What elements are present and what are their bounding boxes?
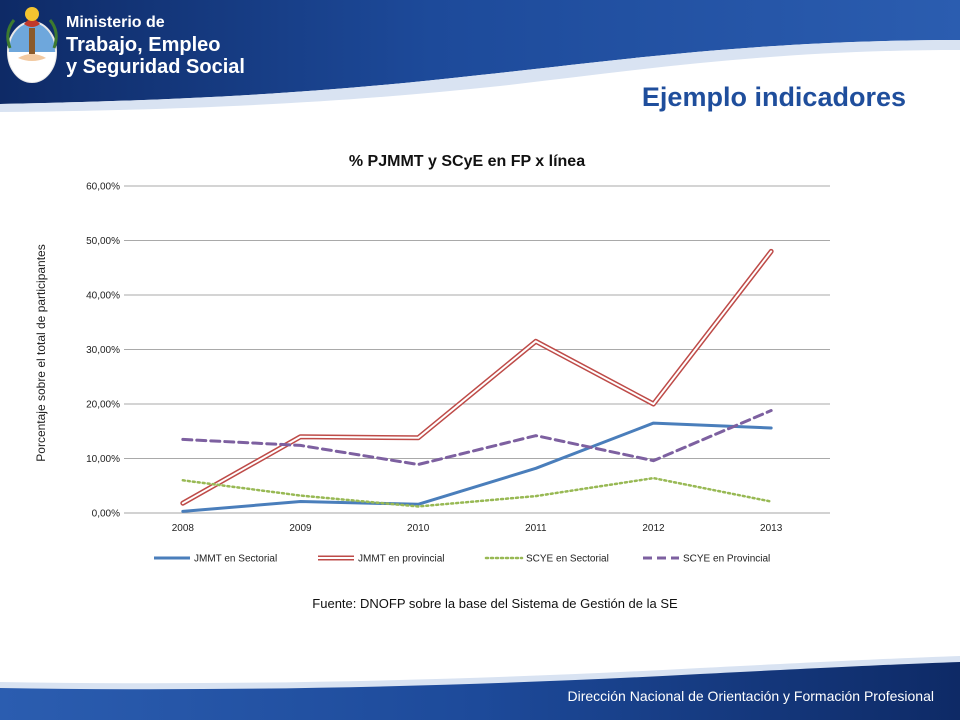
series-lines <box>180 248 774 513</box>
legend-item: SCYE en Sectorial <box>484 554 609 565</box>
legend-label: SCYE en Sectorial <box>526 554 609 565</box>
y-tick-label: 30,00% <box>86 345 120 356</box>
line-chart: % PJMMT y SCyE en FP x línea Porcentaje … <box>34 153 830 565</box>
series-line-3 <box>181 476 773 508</box>
ministry-line-2: Trabajo, Empleo <box>66 34 221 56</box>
x-tick-label: 2009 <box>289 523 312 534</box>
y-tick-label: 50,00% <box>86 236 120 247</box>
x-tick-label: 2012 <box>642 523 665 534</box>
y-tick-label: 60,00% <box>86 182 120 193</box>
header-banner: Ministerio de Trabajo, Empleo y Segurida… <box>0 0 960 122</box>
slide-title: Ejemplo indicadores <box>641 82 906 112</box>
legend-item: SCYE en Provincial <box>643 554 770 565</box>
y-tick-label: 10,00% <box>86 454 120 465</box>
legend: JMMT en Sectorial JMMT en provincial SCYE … <box>154 554 770 565</box>
legend-item: JMMT en Sectorial <box>154 554 277 565</box>
series-line-1 <box>181 421 773 513</box>
y-tick-label: 20,00% <box>86 400 120 411</box>
footer-banner: Dirección Nacional de Orientación y Form… <box>0 652 960 720</box>
source-note: Fuente: DNOFP sobre la base del Sistema … <box>312 596 678 611</box>
ministry-name: Ministerio de Trabajo, Empleo y Segurida… <box>66 12 245 78</box>
ministry-line-1: Ministerio de <box>66 14 165 31</box>
series-line-2 <box>180 248 774 506</box>
legend-item: JMMT en provincial <box>318 554 445 565</box>
x-tick-labels: 2008 2009 2010 2011 2012 2013 <box>172 523 783 534</box>
grid-lines <box>124 185 830 514</box>
x-tick-label: 2008 <box>172 523 195 534</box>
legend-label: JMMT en Sectorial <box>194 554 277 565</box>
y-tick-label: 40,00% <box>86 291 120 302</box>
y-tick-labels: 0,00% 10,00% 20,00% 30,00% 40,00% 50,00% 60,00… <box>86 182 120 520</box>
x-tick-label: 2010 <box>407 523 430 534</box>
header-wave-background <box>0 0 960 122</box>
y-axis-label: Porcentaje sobre el total de participant… <box>34 244 48 461</box>
national-shield-logo <box>6 7 58 83</box>
legend-label: SCYE en Provincial <box>683 554 770 565</box>
x-tick-label: 2013 <box>760 523 783 534</box>
footer-wave-background <box>0 656 960 720</box>
y-tick-label: 0,00% <box>92 509 120 520</box>
series-line-4 <box>181 409 773 467</box>
legend-label: JMMT en provincial <box>358 554 445 565</box>
chart-title: % PJMMT y SCyE en FP x línea <box>349 153 585 170</box>
footer-text: Dirección Nacional de Orientación y Form… <box>567 688 934 704</box>
ministry-line-3: y Seguridad Social <box>66 56 245 78</box>
x-tick-label: 2011 <box>525 523 547 534</box>
